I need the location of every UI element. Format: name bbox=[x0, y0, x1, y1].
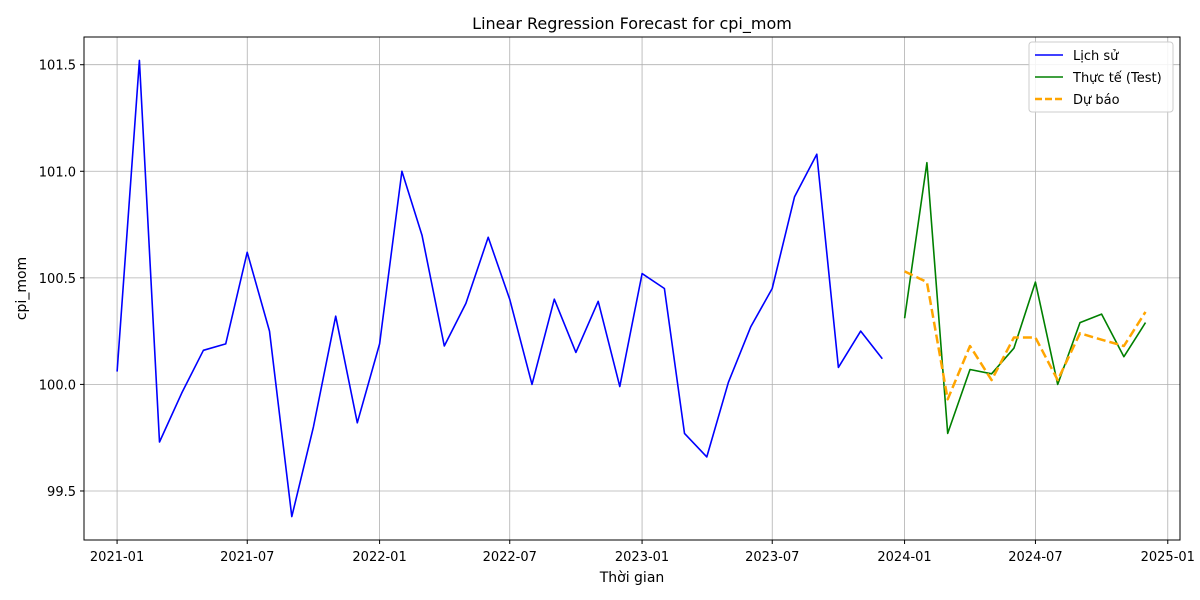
x-tick-label: 2023-01 bbox=[615, 550, 669, 565]
x-tick-label: 2023-07 bbox=[745, 550, 799, 565]
legend-box bbox=[1028, 41, 1174, 113]
x-tick-label: 2024-01 bbox=[877, 550, 931, 565]
legend-label-2: Dự báo bbox=[1073, 93, 1120, 108]
series-line-0 bbox=[116, 59, 883, 518]
legend-label-0: Lịch sử bbox=[1073, 49, 1119, 64]
x-tick-label: 2024-07 bbox=[1008, 550, 1062, 565]
y-axis-label: cpi_mom bbox=[14, 257, 30, 320]
y-tick-label: 99.5 bbox=[47, 485, 76, 500]
x-tick-label: 2021-07 bbox=[220, 550, 274, 565]
x-tick-label: 2025-01 bbox=[1141, 550, 1195, 565]
series-line-1 bbox=[903, 161, 1147, 435]
ticks-layer: 2021-01 2021-07 2022-01 2022-07 2023-01 2023-… bbox=[39, 59, 1195, 565]
chart-title: Linear Regression Forecast for cpi_mom bbox=[472, 14, 792, 34]
plot-area-frame bbox=[83, 36, 1181, 541]
x-tick-label: 2022-01 bbox=[352, 550, 406, 565]
legend-label-1: Thực tế (Test) bbox=[1072, 71, 1162, 86]
x-tick-label: 2021-01 bbox=[90, 550, 144, 565]
y-tick-label: 101.5 bbox=[39, 59, 76, 74]
x-tick-label: 2022-07 bbox=[483, 550, 537, 565]
series-layer bbox=[116, 59, 1147, 518]
legend: Lịch sử Thực tế (Test) Dự báo bbox=[1028, 41, 1174, 113]
series-line-2 bbox=[904, 270, 1147, 401]
y-tick-label: 100.0 bbox=[39, 378, 76, 393]
x-axis-label: Thời gian bbox=[599, 570, 665, 586]
y-tick-label: 101.0 bbox=[39, 165, 76, 180]
y-tick-label: 100.5 bbox=[39, 272, 76, 287]
